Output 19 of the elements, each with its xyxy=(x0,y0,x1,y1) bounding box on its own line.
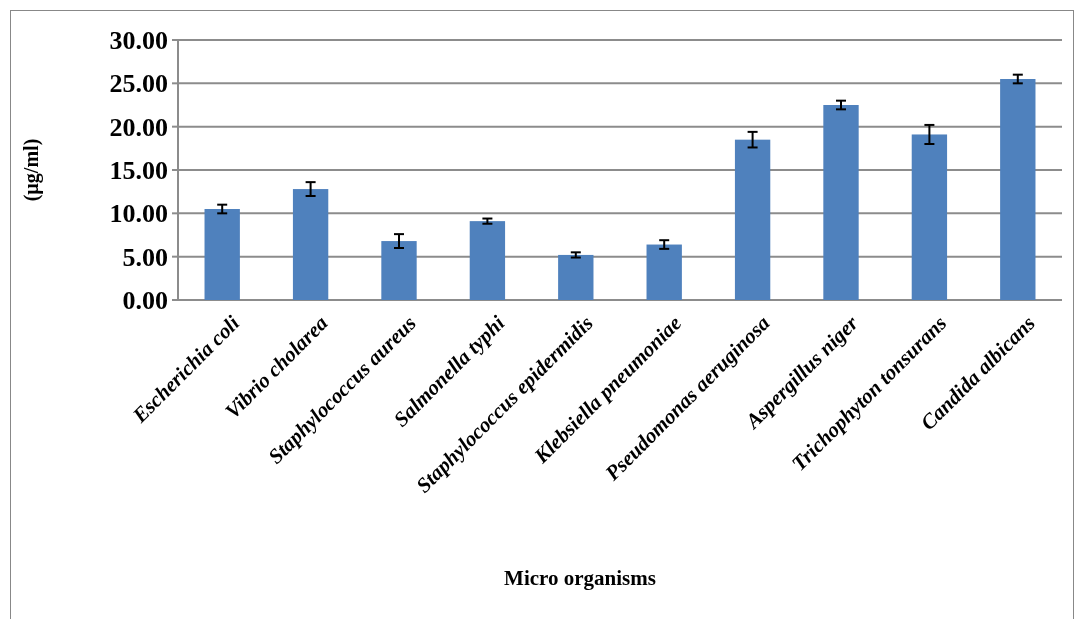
y-tick-label: 20.00 xyxy=(109,112,168,142)
y-axis-title: (µg/ml) xyxy=(20,138,43,202)
y-tick-label: 10.00 xyxy=(109,199,168,229)
bar xyxy=(381,241,417,300)
bar xyxy=(911,134,948,300)
bar xyxy=(734,139,771,300)
y-tick-label: 15.00 xyxy=(109,156,168,186)
bar xyxy=(646,244,682,300)
bar xyxy=(292,189,329,300)
y-tick-label: 5.00 xyxy=(122,242,168,272)
y-tick-label: 30.00 xyxy=(109,26,168,56)
bar xyxy=(469,221,506,300)
y-tick-label: 25.00 xyxy=(109,69,168,99)
bar xyxy=(558,254,594,300)
bar xyxy=(1000,79,1036,300)
bar xyxy=(204,209,240,300)
x-axis-title: Micro organisms xyxy=(504,566,656,590)
bar xyxy=(823,105,859,300)
y-tick-label: 0.00 xyxy=(122,286,168,316)
